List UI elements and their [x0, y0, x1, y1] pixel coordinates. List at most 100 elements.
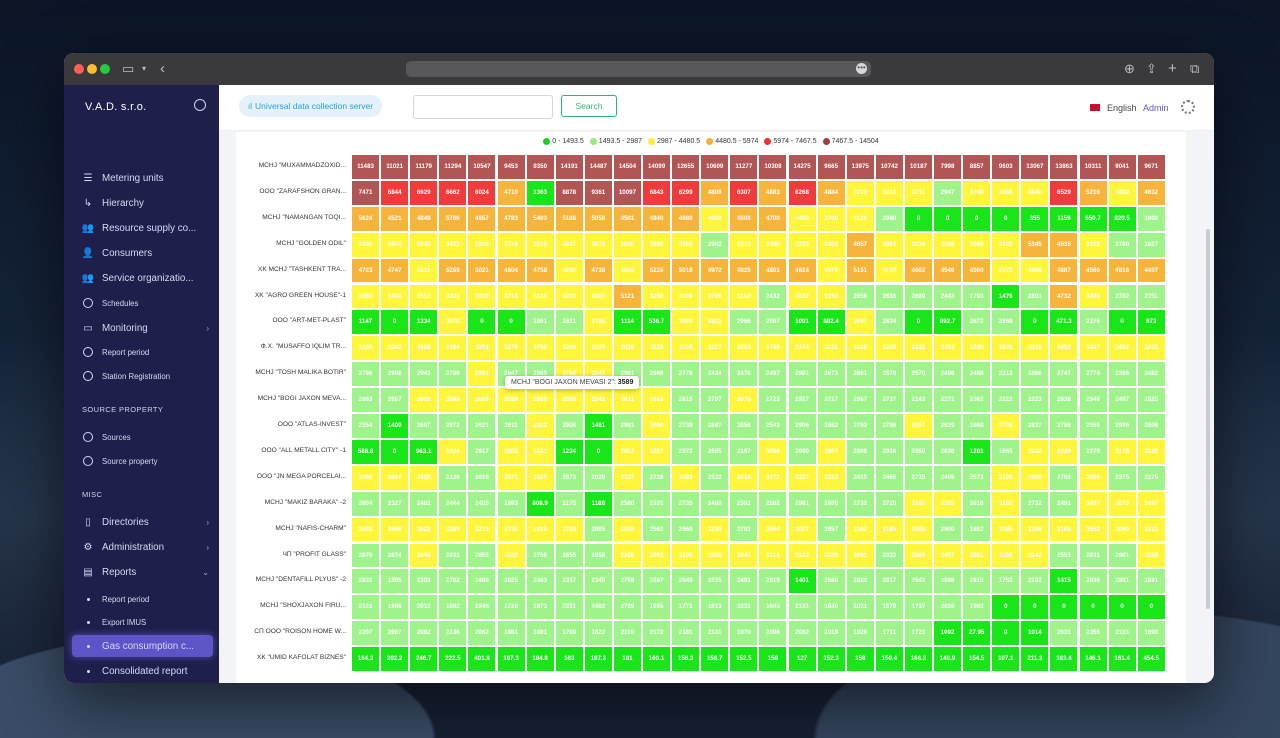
heatmap-cell[interactable]: 3772 — [991, 257, 1021, 284]
heatmap-cell[interactable]: 9453 — [496, 154, 526, 180]
heatmap-cell[interactable]: 2387 — [642, 568, 672, 595]
heatmap-cell[interactable]: 3238 — [671, 335, 701, 362]
heatmap-cell[interactable]: 650.7 — [1078, 205, 1108, 232]
heatmap-cell[interactable]: 0 — [1107, 594, 1137, 621]
heatmap-cell[interactable]: 3326 — [496, 542, 526, 569]
heatmap-cell[interactable]: 2906 — [1107, 413, 1137, 439]
heatmap-cell[interactable]: 3120 — [845, 205, 875, 232]
legend-item[interactable]: 2987 - 4480.5 — [648, 138, 700, 145]
heatmap-cell[interactable]: 3716 — [496, 231, 526, 258]
heatmap-cell[interactable]: 2872 — [962, 309, 992, 336]
heatmap-cell[interactable]: 2900 — [933, 516, 963, 543]
heatmap-cell[interactable]: 1968 — [962, 413, 992, 439]
heatmap-cell[interactable]: 4825 — [729, 257, 759, 284]
heatmap-cell[interactable]: 2082 — [409, 620, 439, 647]
heatmap-cell[interactable]: 11179 — [409, 154, 439, 180]
heatmap-cell[interactable]: 3573 — [1107, 490, 1137, 517]
heatmap-cell[interactable]: 2916 — [874, 438, 904, 465]
heatmap-cell[interactable]: 3320 — [816, 542, 846, 569]
heatmap-cell[interactable]: 2818 — [962, 490, 992, 517]
heatmap-cell[interactable]: 4887 — [1049, 257, 1079, 284]
heatmap-cell[interactable]: 3469 — [409, 464, 439, 491]
heatmap-cell[interactable]: 246.7 — [409, 646, 439, 672]
heatmap-cell[interactable]: 2838 — [1049, 387, 1079, 413]
heatmap-cell[interactable]: 3058 — [758, 438, 788, 465]
heatmap-cell[interactable]: 14487 — [583, 154, 613, 180]
heatmap-cell[interactable]: 3190 — [700, 516, 730, 543]
heatmap-cell[interactable]: 2931 — [1078, 542, 1108, 569]
heatmap-cell[interactable]: 2327 — [380, 490, 410, 517]
heatmap-cell[interactable]: 2497 — [1107, 387, 1137, 413]
heatmap-cell[interactable]: 2906 — [1136, 413, 1166, 439]
heatmap-cell[interactable]: 3170 — [583, 335, 613, 362]
heatmap-cell[interactable]: 3211 — [903, 179, 933, 206]
heatmap-cell[interactable]: 4600 — [729, 205, 759, 232]
heatmap-cell[interactable]: 1261 — [962, 438, 992, 465]
heatmap-cell[interactable]: 2465 — [874, 464, 904, 491]
heatmap-cell[interactable]: 4632 — [1136, 179, 1166, 206]
heatmap-cell[interactable]: 1895 — [380, 568, 410, 595]
heatmap-cell[interactable]: 152.3 — [816, 646, 846, 672]
heatmap-cell[interactable]: 3825 — [467, 231, 497, 258]
heatmap-cell[interactable]: 150.4 — [874, 646, 904, 672]
heatmap-cell[interactable]: 882.4 — [816, 309, 846, 336]
heatmap-cell[interactable]: 2543 — [758, 413, 788, 439]
heatmap-cell[interactable]: 3820 — [671, 309, 701, 336]
heatmap-cell[interactable]: 2588 — [933, 568, 963, 595]
heatmap-cell[interactable]: 2836 — [1078, 568, 1108, 595]
heatmap-cell[interactable]: 3265 — [1020, 464, 1050, 491]
heatmap-cell[interactable]: 2867 — [380, 387, 410, 413]
heatmap-cell[interactable]: 3457 — [933, 542, 963, 569]
heatmap-cell[interactable]: 3214 — [874, 179, 904, 206]
heatmap-cell[interactable]: 471.3 — [1049, 309, 1079, 336]
heatmap-cell[interactable]: 2331 — [642, 490, 672, 517]
heatmap-cell[interactable]: 3206 — [612, 542, 642, 569]
user-name[interactable]: Admin — [1143, 103, 1169, 113]
heatmap-cell[interactable]: 2580 — [816, 568, 846, 595]
heatmap-cell[interactable]: 2482 — [409, 490, 439, 517]
heatmap-cell[interactable]: 2630 — [933, 438, 963, 465]
heatmap-cell[interactable]: 3497 — [1078, 490, 1108, 517]
heatmap-cell[interactable]: 5021 — [467, 257, 497, 284]
heatmap-cell[interactable]: 2553 — [1049, 542, 1079, 569]
heatmap-cell[interactable]: 181 — [612, 646, 642, 672]
heatmap-cell[interactable]: 3821 — [700, 309, 730, 336]
heatmap-cell[interactable]: 167.3 — [496, 646, 526, 672]
heatmap-cell[interactable]: 3220 — [991, 231, 1021, 258]
address-bar[interactable]: ••• — [406, 61, 871, 77]
heatmap-cell[interactable]: 2863 — [351, 387, 381, 413]
heatmap-cell[interactable]: 3238 — [903, 231, 933, 258]
heatmap-cell[interactable]: 3730 — [496, 516, 526, 543]
sidebar-item-metering-units[interactable]: ☰ Metering units — [72, 167, 213, 189]
sidebar-item-export-imus[interactable]: Export IMUS — [72, 611, 213, 633]
new-tab-icon[interactable]: + — [1168, 60, 1177, 77]
heatmap-cell[interactable]: 3303 — [933, 335, 963, 362]
heatmap-cell[interactable]: 14099 — [642, 154, 672, 180]
sidebar-item-service-organizatio[interactable]: 👥 Service organizatio... — [72, 267, 213, 289]
heatmap-cell[interactable]: 0 — [583, 438, 613, 465]
heatmap-cell[interactable]: 3618 — [525, 231, 555, 258]
heatmap-cell[interactable]: 1234 — [554, 438, 584, 465]
heatmap-cell[interactable]: 2636 — [874, 283, 904, 310]
heatmap-cell[interactable]: 3142 — [1020, 542, 1050, 569]
search-button[interactable]: Search — [561, 95, 617, 117]
heatmap-cell[interactable]: 4801 — [758, 257, 788, 284]
heatmap-cell[interactable]: 1147 — [351, 309, 381, 336]
heatmap-cell[interactable]: 2573 — [962, 464, 992, 491]
heatmap-cell[interactable]: 2815 — [671, 387, 701, 413]
sidebar-item-directories[interactable]: ▯ Directories › — [72, 511, 213, 533]
heatmap-cell[interactable]: 3210 — [845, 179, 875, 206]
heatmap-cell[interactable]: 3256 — [642, 283, 672, 310]
heatmap-cell[interactable]: 3560 — [351, 464, 381, 491]
heatmap-cell[interactable]: 0 — [991, 205, 1021, 232]
heatmap-cell[interactable]: 2231 — [729, 594, 759, 621]
heatmap-cell[interactable]: 4227 — [554, 231, 584, 258]
heatmap-cell[interactable]: 808.9 — [525, 490, 555, 517]
heatmap-cell[interactable]: 1334 — [409, 309, 439, 336]
heatmap-cell[interactable]: 3633 — [554, 283, 584, 310]
heatmap-cell[interactable]: 2931 — [438, 542, 468, 569]
heatmap-cell[interactable]: 1970 — [729, 620, 759, 647]
heatmap-cell[interactable]: 3222 — [1136, 516, 1166, 543]
heatmap-cell[interactable]: 2175 — [554, 490, 584, 517]
heatmap-cell[interactable]: 2405 — [467, 490, 497, 517]
